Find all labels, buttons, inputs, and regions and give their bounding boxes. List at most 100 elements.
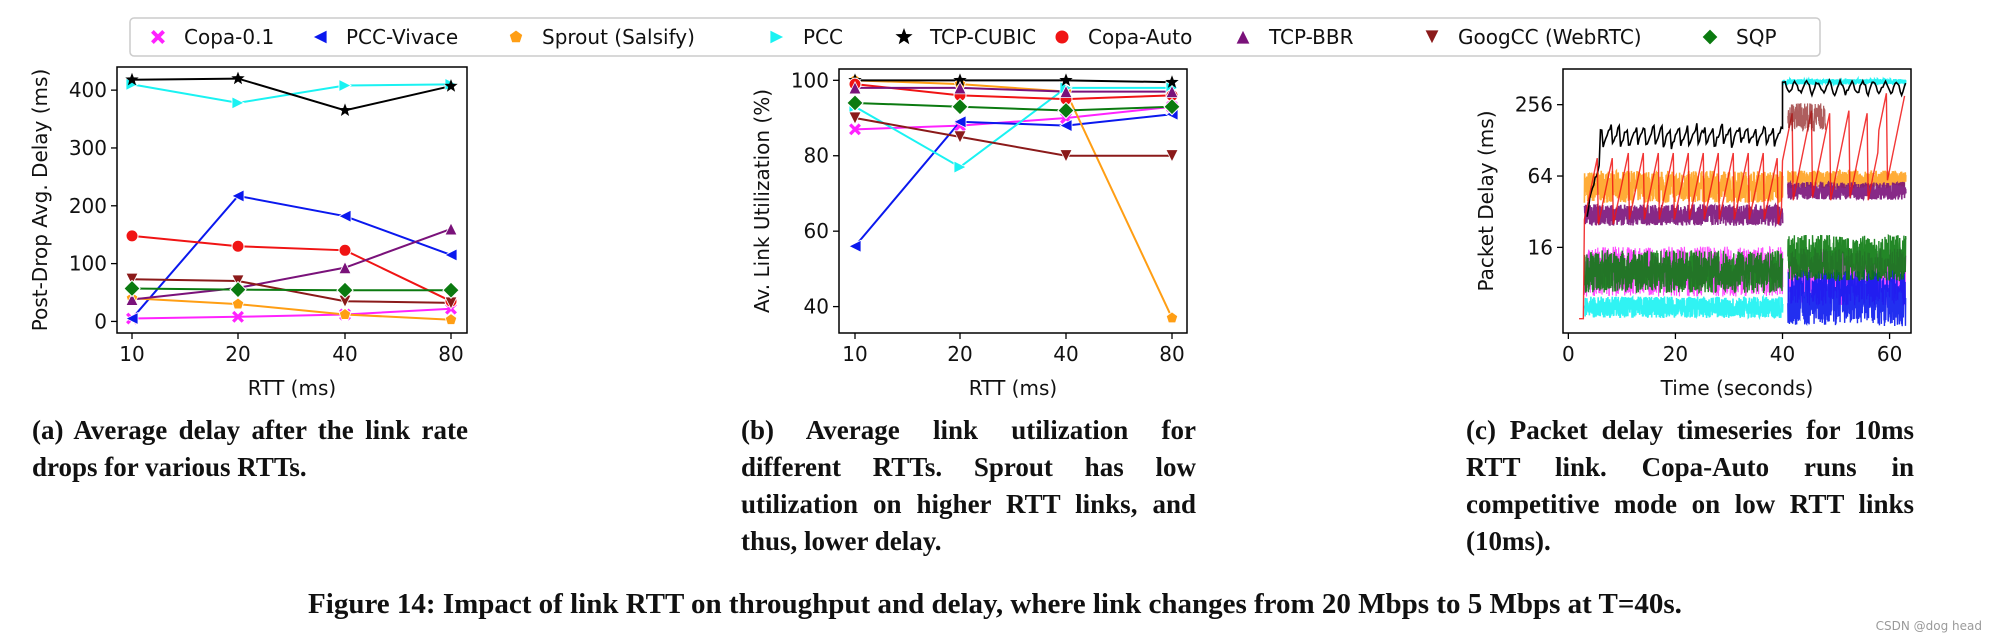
plot-frame-c bbox=[1562, 68, 1912, 334]
c-y-axis-label: Packet Delay (ms) bbox=[1474, 110, 1498, 291]
ts-sqp-post bbox=[1787, 233, 1907, 282]
legend-marker-0 bbox=[151, 30, 165, 44]
y-tick-label-0: 40 bbox=[804, 295, 829, 319]
chart-panel-a: 0 100 200 300 400 10 20 40 80 RTT (ms) Post-Drop A… bbox=[28, 66, 468, 400]
ts-pcc bbox=[1583, 294, 1784, 321]
y-tick-label-2: 80 bbox=[804, 144, 829, 168]
data-point-s6-3 bbox=[444, 222, 458, 236]
data-point-s0-1 bbox=[232, 310, 244, 323]
ts-copa-auto bbox=[1579, 93, 1906, 320]
series-line-8 bbox=[854, 101, 1173, 112]
legend-label-6: TCP-BBR bbox=[1268, 25, 1354, 49]
legend-marker-7 bbox=[1424, 29, 1440, 45]
data-point-s6-1 bbox=[953, 80, 967, 95]
data-point-s5-0 bbox=[125, 229, 139, 243]
series-line-2 bbox=[854, 79, 1173, 319]
series-line-6 bbox=[855, 86, 1172, 93]
data-point-s6-2 bbox=[338, 260, 352, 275]
data-point-s1-2 bbox=[338, 209, 352, 223]
data-point-s4-3 bbox=[1165, 75, 1179, 88]
y-axis-label: Post-Drop Avg. Delay (ms) bbox=[28, 69, 52, 332]
y-tick-label-3: 100 bbox=[791, 68, 829, 92]
data-point-s2-3 bbox=[1165, 311, 1179, 324]
data-point-s1-3 bbox=[444, 248, 458, 262]
y-tick-label-2: 200 bbox=[69, 194, 107, 218]
data-point-s8-0 bbox=[123, 279, 141, 298]
caption-b-text: Average link utilization for different R… bbox=[741, 415, 1196, 556]
data-point-s7-0 bbox=[125, 272, 139, 287]
data-point-s2-1 bbox=[231, 297, 245, 310]
data-point-s1-1 bbox=[231, 189, 245, 203]
x-tick-label-1: 20 bbox=[225, 342, 250, 366]
plot-frame bbox=[116, 66, 468, 334]
legend-label-8: SQP bbox=[1736, 25, 1777, 49]
legend-marker-8 bbox=[1701, 28, 1719, 46]
caption-a-label: (a) bbox=[32, 415, 64, 445]
caption-c: (c) Packet delay timeseries for 10ms RTT… bbox=[1466, 412, 1914, 560]
y-axis-label: Av. Link Utilization (%) bbox=[750, 89, 774, 313]
figure-title: Figure 14: Impact of link RTT on through… bbox=[308, 588, 1682, 620]
figure-canvas: Copa-0.1 PCC-Vivace Sprout (Salsify) PCC TCP… bbox=[28, 17, 1912, 400]
y-tick-label-0: 0 bbox=[94, 309, 107, 333]
data-point-s6-3 bbox=[1165, 84, 1179, 99]
data-point-s4-2 bbox=[1059, 73, 1073, 86]
data-point-s8-0 bbox=[846, 94, 864, 112]
series-line-1 bbox=[131, 194, 452, 320]
series-line-4 bbox=[855, 79, 1173, 84]
c-x-axis-label: Time (seconds) bbox=[1660, 376, 1814, 400]
data-point-s6-2 bbox=[1059, 84, 1073, 99]
series-line-0 bbox=[131, 307, 452, 320]
data-point-s5-1 bbox=[231, 239, 245, 253]
legend-marker-6 bbox=[1235, 29, 1251, 45]
series-line-7 bbox=[854, 117, 1172, 157]
data-point-s7-1 bbox=[953, 130, 967, 144]
legend-marker-3 bbox=[769, 29, 785, 45]
data-point-s1-0 bbox=[848, 239, 862, 253]
series-line-3 bbox=[854, 86, 1172, 169]
ts-sqp bbox=[1583, 250, 1784, 295]
legend-label-5: Copa-Auto bbox=[1088, 25, 1192, 49]
legend: Copa-0.1 PCC-Vivace Sprout (Salsify) PCC TCP… bbox=[129, 17, 1821, 57]
x-axis-label: RTT (ms) bbox=[969, 376, 1057, 400]
data-point-s1-1 bbox=[953, 115, 967, 129]
x-tick-label-3: 80 bbox=[438, 342, 463, 366]
c-x-tick-label-0: 0 bbox=[1562, 342, 1575, 366]
data-point-s8-1 bbox=[951, 97, 969, 116]
x-tick-label-0: 10 bbox=[842, 342, 867, 366]
c-y-tick-label-2: 256 bbox=[1515, 93, 1553, 117]
legend-label-2: Sprout (Salsify) bbox=[542, 25, 695, 49]
caption-c-label: (c) bbox=[1466, 415, 1496, 445]
caption-a: (a) Average delay after the link rate dr… bbox=[32, 412, 468, 486]
legend-marker-1 bbox=[312, 29, 328, 45]
y-tick-label-1: 100 bbox=[69, 252, 107, 276]
data-point-s8-3 bbox=[442, 281, 460, 299]
data-point-s1-0 bbox=[125, 311, 139, 326]
series-line-5 bbox=[854, 83, 1173, 101]
series-line-7 bbox=[131, 278, 452, 304]
c-y-tick-label-1: 64 bbox=[1528, 164, 1553, 188]
data-point-s3-1 bbox=[953, 160, 967, 174]
caption-c-text: Packet delay timeseries for 10ms RTT lin… bbox=[1466, 415, 1914, 556]
legend-marker-5 bbox=[1054, 29, 1070, 45]
data-point-s2-3 bbox=[444, 313, 458, 325]
y-tick-label-1: 60 bbox=[804, 219, 829, 243]
data-point-s2-2 bbox=[338, 308, 352, 320]
data-point-s4-1 bbox=[231, 71, 245, 85]
ts-vivace bbox=[1787, 269, 1907, 327]
ts-googcc bbox=[1787, 103, 1827, 132]
legend-label-1: PCC-Vivace bbox=[346, 25, 458, 49]
legend-marker-2 bbox=[508, 29, 524, 44]
data-point-s7-3 bbox=[1165, 149, 1179, 163]
series-line-2 bbox=[131, 297, 452, 321]
series-line-6 bbox=[131, 227, 452, 301]
data-point-s4-3 bbox=[444, 79, 458, 92]
plot-frame bbox=[838, 68, 1188, 334]
legend-label-4: TCP-CUBIC bbox=[929, 25, 1036, 49]
caption-a-text: Average delay after the link rate drops … bbox=[32, 415, 468, 482]
data-point-s3-2 bbox=[338, 78, 352, 93]
data-point-s1-2 bbox=[1059, 118, 1073, 133]
legend-marker-4 bbox=[895, 28, 913, 45]
ts-bbr-post bbox=[1787, 179, 1907, 202]
legend-label-3: PCC bbox=[803, 25, 843, 49]
data-point-s4-2 bbox=[338, 103, 352, 117]
